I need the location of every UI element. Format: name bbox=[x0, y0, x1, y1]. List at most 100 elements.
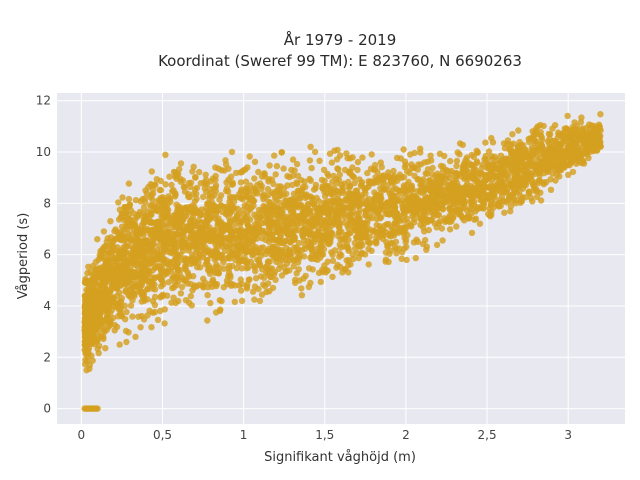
data-point bbox=[173, 201, 180, 208]
data-point bbox=[263, 214, 270, 222]
data-point bbox=[158, 283, 165, 290]
data-point bbox=[525, 138, 533, 146]
data-point bbox=[283, 224, 290, 231]
data-point bbox=[307, 279, 314, 287]
data-point bbox=[204, 219, 211, 226]
data-point bbox=[148, 255, 155, 263]
data-point bbox=[284, 182, 291, 189]
data-point bbox=[403, 243, 410, 251]
data-point bbox=[101, 284, 109, 291]
data-point bbox=[314, 216, 321, 223]
data-point bbox=[244, 193, 251, 201]
data-point bbox=[247, 228, 254, 235]
data-point bbox=[331, 147, 338, 154]
data-point bbox=[282, 256, 289, 263]
data-point bbox=[476, 220, 484, 227]
data-point bbox=[465, 213, 473, 220]
data-point bbox=[110, 279, 118, 287]
data-point bbox=[107, 249, 114, 256]
data-point bbox=[309, 232, 317, 239]
data-point bbox=[175, 170, 182, 178]
data-point bbox=[304, 237, 312, 245]
data-point bbox=[318, 176, 326, 184]
data-point bbox=[117, 302, 125, 310]
data-point bbox=[271, 243, 278, 250]
data-point bbox=[596, 139, 603, 146]
data-point bbox=[206, 192, 213, 199]
x-tick-label: 3 bbox=[564, 428, 572, 442]
data-point bbox=[334, 188, 341, 195]
data-point bbox=[510, 191, 517, 198]
data-point bbox=[283, 190, 290, 198]
data-point bbox=[184, 280, 191, 287]
data-point bbox=[540, 122, 547, 130]
data-point bbox=[162, 208, 169, 215]
data-point bbox=[291, 235, 298, 242]
data-point bbox=[182, 204, 190, 211]
data-point bbox=[387, 240, 394, 247]
data-point bbox=[233, 264, 240, 272]
data-point bbox=[325, 236, 332, 243]
data-point bbox=[429, 164, 436, 172]
data-point bbox=[251, 264, 258, 271]
data-point bbox=[404, 205, 411, 212]
data-point bbox=[534, 156, 541, 163]
data-point bbox=[255, 168, 262, 176]
data-point bbox=[485, 171, 492, 178]
data-point bbox=[498, 188, 505, 196]
data-point bbox=[273, 162, 281, 170]
y-tick-label: 12 bbox=[36, 94, 51, 108]
data-point bbox=[256, 180, 264, 187]
data-point bbox=[259, 219, 266, 227]
data-point bbox=[455, 185, 462, 192]
data-point bbox=[430, 198, 437, 205]
data-point bbox=[187, 218, 194, 225]
data-point bbox=[105, 323, 112, 330]
data-point bbox=[549, 125, 556, 132]
data-point bbox=[90, 288, 98, 295]
data-point bbox=[305, 226, 313, 233]
data-point bbox=[520, 160, 527, 167]
data-point bbox=[132, 333, 139, 340]
data-point bbox=[533, 165, 540, 172]
data-point bbox=[488, 208, 495, 215]
data-point bbox=[357, 182, 365, 190]
data-point bbox=[435, 188, 442, 195]
data-point bbox=[125, 195, 133, 203]
data-point bbox=[478, 180, 485, 187]
data-point bbox=[83, 367, 90, 374]
data-point bbox=[399, 200, 406, 208]
data-point bbox=[169, 224, 176, 231]
data-point bbox=[312, 181, 320, 189]
data-point bbox=[594, 127, 601, 134]
data-point bbox=[265, 224, 273, 231]
data-point bbox=[156, 242, 163, 249]
data-point bbox=[111, 327, 118, 334]
data-point bbox=[106, 288, 114, 295]
data-point bbox=[132, 238, 139, 245]
data-point bbox=[496, 159, 503, 166]
data-point bbox=[384, 173, 391, 180]
data-point bbox=[273, 228, 280, 236]
data-point bbox=[214, 220, 222, 227]
data-point bbox=[287, 217, 294, 224]
data-point bbox=[134, 283, 141, 290]
data-point bbox=[421, 228, 428, 235]
data-point bbox=[391, 244, 399, 251]
data-point bbox=[251, 211, 258, 218]
data-point bbox=[299, 231, 306, 238]
data-point bbox=[381, 186, 388, 193]
data-point bbox=[270, 180, 277, 188]
data-point bbox=[181, 239, 189, 247]
data-point bbox=[336, 253, 343, 260]
data-point bbox=[232, 169, 240, 177]
data-point bbox=[210, 267, 217, 275]
data-point bbox=[218, 167, 225, 174]
data-point bbox=[569, 168, 577, 176]
data-point bbox=[417, 187, 424, 194]
data-point bbox=[121, 281, 128, 288]
data-point bbox=[580, 157, 587, 165]
data-point bbox=[146, 261, 153, 268]
data-point bbox=[523, 151, 530, 159]
